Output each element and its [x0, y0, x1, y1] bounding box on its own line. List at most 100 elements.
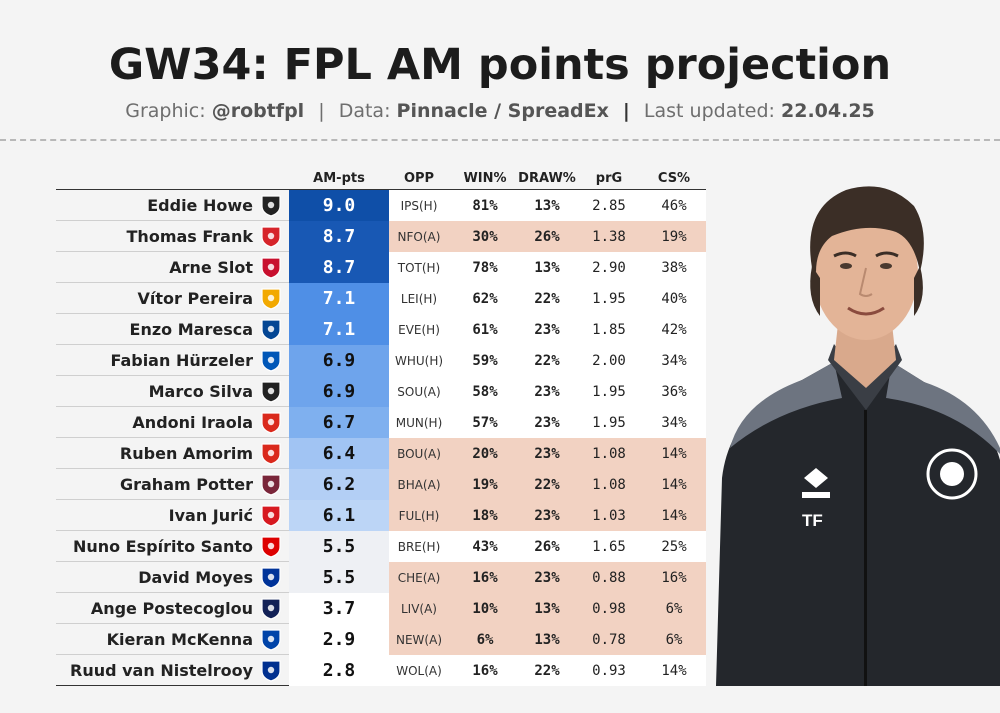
separator: |	[318, 100, 325, 122]
result-shading	[389, 190, 706, 221]
manager-name: Enzo Maresca	[129, 320, 253, 339]
result-shading	[389, 252, 706, 283]
manager-name: Ivan Jurić	[168, 506, 253, 525]
prg-cell: 1.85	[592, 321, 626, 338]
draw-cell: 26%	[534, 538, 560, 555]
win-cell: 61%	[472, 321, 498, 338]
result-shading	[389, 500, 706, 531]
win-cell: 81%	[472, 197, 498, 214]
draw-cell: 13%	[534, 259, 560, 276]
win-cell: 59%	[472, 352, 498, 369]
subtitle: Graphic: @robtfpl | Data: Pinnacle / Spr…	[0, 100, 1000, 122]
result-shading	[389, 283, 706, 314]
opp-cell: EVE(H)	[398, 322, 440, 337]
am-pts-cell: 3.7	[289, 593, 389, 624]
draw-cell: 22%	[534, 476, 560, 493]
graphic-label: Graphic:	[125, 100, 206, 122]
prg-cell: 0.78	[592, 631, 626, 648]
opp-cell: WOL(A)	[396, 663, 442, 678]
opp-cell: NEW(A)	[396, 632, 442, 647]
newcastle-crest-icon	[258, 194, 284, 217]
prg-cell: 1.95	[592, 414, 626, 431]
manager-name: Nuno Espírito Santo	[72, 537, 253, 556]
page-title: GW34: FPL AM points projection	[108, 40, 892, 90]
table-row: Eddie Howe 9.0 IPS(H) 81% 13% 2.85 46%	[56, 190, 706, 221]
table-row: Marco Silva 6.9 SOU(A) 58% 23% 1.95 36%	[56, 376, 706, 407]
table-row: Nuno Espírito Santo 5.5 BRE(H) 43% 26% 1.65 25…	[56, 531, 706, 562]
manager-name: Thomas Frank	[126, 227, 253, 246]
manager-name: Kieran McKenna	[106, 630, 253, 649]
prg-cell: 0.98	[592, 600, 626, 617]
cs-cell: 38%	[661, 259, 687, 276]
win-cell: 30%	[472, 228, 498, 245]
manager-portrait-icon: TF	[716, 148, 1000, 686]
am-pts-cell: 6.1	[289, 500, 389, 531]
result-shading	[389, 593, 706, 624]
cs-cell: 19%	[661, 228, 687, 245]
brentford-crest-icon	[258, 225, 284, 248]
win-cell: 58%	[472, 383, 498, 400]
am-pts-cell: 6.4	[289, 438, 389, 469]
am-pts-cell: 7.1	[289, 283, 389, 314]
am-pts-cell: 6.9	[289, 376, 389, 407]
table-row: Ruben Amorim 6.4 BOU(A) 20% 23% 1.08 14%	[56, 438, 706, 469]
updated-date: 22.04.25	[781, 100, 875, 122]
result-shading	[389, 314, 706, 345]
am-pts-cell: 7.1	[289, 314, 389, 345]
win-cell: 62%	[472, 290, 498, 307]
separator: |	[622, 100, 630, 122]
updated-label: Last updated:	[643, 100, 775, 122]
cs-cell: 14%	[661, 507, 687, 524]
fulham-crest-icon	[258, 380, 284, 403]
result-shading	[389, 376, 706, 407]
table-row: Arne Slot 8.7 TOT(H) 78% 13% 2.90 38%	[56, 252, 706, 283]
table-row: Thomas Frank 8.7 NFO(A) 30% 26% 1.38 19%	[56, 221, 706, 252]
manager-name: David Moyes	[138, 568, 253, 587]
cs-cell: 34%	[661, 414, 687, 431]
draw-cell: 22%	[534, 290, 560, 307]
cs-cell: 46%	[661, 197, 687, 214]
liverpool-crest-icon	[258, 256, 284, 279]
prg-cell: 2.90	[592, 259, 626, 276]
win-cell: 20%	[472, 445, 498, 462]
table-row: Graham Potter 6.2 BHA(A) 19% 22% 1.08 14%	[56, 469, 706, 500]
table-row: Fabian Hürzeler 6.9 WHU(H) 59% 22% 2.00 34%	[56, 345, 706, 376]
win-cell: 78%	[472, 259, 498, 276]
chelsea-crest-icon	[258, 318, 284, 341]
am-pts-cell: 5.5	[289, 531, 389, 562]
am-pts-cell: 2.8	[289, 655, 389, 686]
am-pts-cell: 5.5	[289, 562, 389, 593]
prg-cell: 1.08	[592, 445, 626, 462]
result-shading	[389, 345, 706, 376]
projection-table: AM-pts OPP WIN% DRAW% prG CS% Eddie Howe…	[56, 170, 706, 686]
draw-cell: 23%	[534, 414, 560, 431]
table-row: David Moyes 5.5 CHE(A) 16% 23% 0.88 16%	[56, 562, 706, 593]
cs-cell: 34%	[661, 352, 687, 369]
cs-cell: 6%	[665, 600, 683, 617]
win-cell: 10%	[472, 600, 498, 617]
opp-cell: IPS(H)	[400, 198, 438, 213]
opp-cell: NFO(A)	[397, 229, 441, 244]
cs-cell: 6%	[665, 631, 683, 648]
prg-cell: 1.08	[592, 476, 626, 493]
draw-cell: 23%	[534, 321, 560, 338]
prg-cell: 1.65	[592, 538, 626, 555]
column-header-am-pts: AM-pts	[313, 171, 365, 186]
opp-cell: WHU(H)	[394, 353, 444, 368]
manager-name: Ange Postecoglou	[90, 599, 253, 618]
manager-name: Graham Potter	[119, 475, 253, 494]
manager-name: Eddie Howe	[147, 196, 253, 215]
draw-cell: 13%	[534, 631, 560, 648]
draw-cell: 23%	[534, 507, 560, 524]
am-pts-cell: 6.7	[289, 407, 389, 438]
am-pts-cell: 2.9	[289, 624, 389, 655]
manager-name: Arne Slot	[169, 258, 253, 277]
prg-cell: 1.03	[592, 507, 626, 524]
column-header-opp: OPP	[403, 171, 435, 186]
win-cell: 16%	[472, 662, 498, 679]
data-label: Data:	[338, 100, 391, 122]
result-shading	[389, 469, 706, 500]
svg-text:TF: TF	[802, 511, 823, 530]
opp-cell: BHA(A)	[397, 477, 441, 492]
cs-cell: 42%	[661, 321, 687, 338]
